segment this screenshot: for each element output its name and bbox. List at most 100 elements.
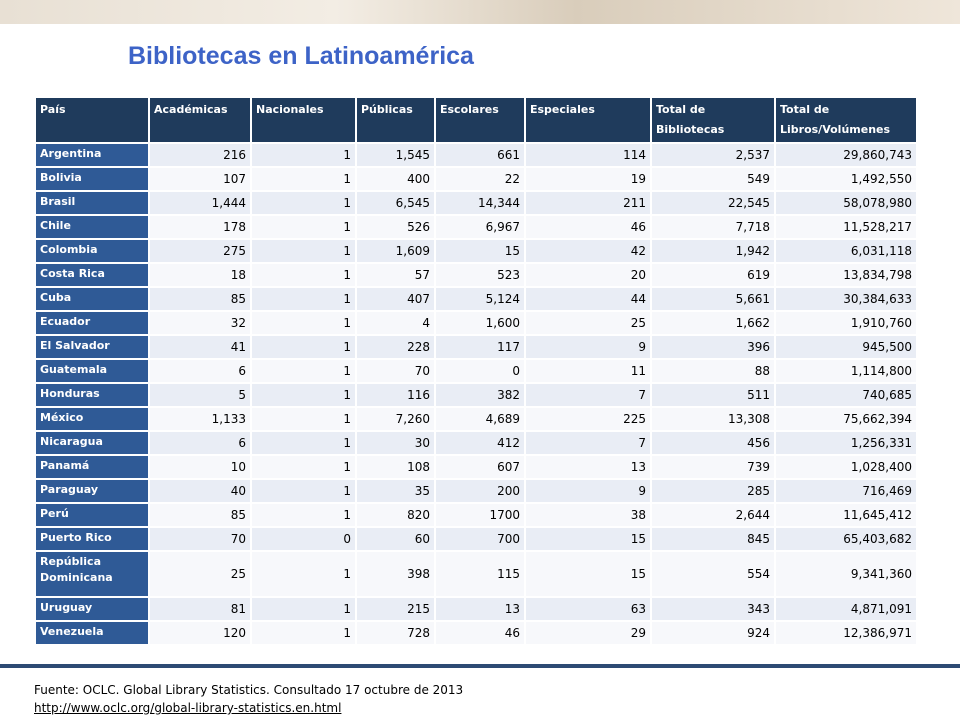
footer: Fuente: OCLC. Global Library Statistics.… — [34, 681, 463, 717]
value-cell: 13 — [436, 598, 524, 620]
table-row: Brasil 1,444 1 6,545 14,344 211 22,545 58,078,9… — [36, 192, 916, 214]
value-cell: 13,834,798 — [776, 264, 916, 286]
value-cell: 228 — [357, 336, 434, 358]
country-cell: Cuba — [36, 288, 148, 310]
country-cell: Puerto Rico — [36, 528, 148, 550]
value-cell: 7 — [526, 432, 650, 454]
value-cell: 7 — [526, 384, 650, 406]
value-cell: 114 — [526, 144, 650, 166]
column-header-pais: País — [36, 98, 148, 142]
value-cell: 13 — [526, 456, 650, 478]
value-cell: 18 — [150, 264, 250, 286]
value-cell: 820 — [357, 504, 434, 526]
country-cell: Perú — [36, 504, 148, 526]
value-cell: 1,256,331 — [776, 432, 916, 454]
value-cell: 1,910,760 — [776, 312, 916, 334]
value-cell: 10 — [150, 456, 250, 478]
value-cell: 85 — [150, 504, 250, 526]
source-citation: Fuente: OCLC. Global Library Statistics.… — [34, 683, 464, 697]
value-cell: 1,133 — [150, 408, 250, 430]
value-cell: 1 — [252, 480, 355, 502]
value-cell: 526 — [357, 216, 434, 238]
page-title: Bibliotecas en Latinoamérica — [128, 42, 474, 70]
country-cell: Venezuela — [36, 622, 148, 644]
country-cell: Panamá — [36, 456, 148, 478]
value-cell: 9 — [526, 480, 650, 502]
value-cell: 15 — [526, 528, 650, 550]
value-cell: 1 — [252, 288, 355, 310]
value-cell: 115 — [436, 552, 524, 596]
table-row: México 1,133 1 7,260 4,689 225 13,308 75,662,39… — [36, 408, 916, 430]
value-cell: 20 — [526, 264, 650, 286]
value-cell: 1 — [252, 336, 355, 358]
value-cell: 60 — [357, 528, 434, 550]
table-row: Costa Rica 18 1 57 523 20 619 13,834,798 — [36, 264, 916, 286]
table-row: Panamá 10 1 108 607 13 739 1,028,400 — [36, 456, 916, 478]
value-cell: 35 — [357, 480, 434, 502]
value-cell: 2,537 — [652, 144, 774, 166]
value-cell: 1700 — [436, 504, 524, 526]
value-cell: 407 — [357, 288, 434, 310]
footer-divider — [0, 664, 960, 668]
value-cell: 523 — [436, 264, 524, 286]
value-cell: 1 — [252, 598, 355, 620]
value-cell: 4 — [357, 312, 434, 334]
value-cell: 1 — [252, 504, 355, 526]
value-cell: 4,689 — [436, 408, 524, 430]
value-cell: 29,860,743 — [776, 144, 916, 166]
value-cell: 619 — [652, 264, 774, 286]
table-row: Guatemala 6 1 70 0 11 88 1,114,800 — [36, 360, 916, 382]
value-cell: 1 — [252, 622, 355, 644]
value-cell: 11 — [526, 360, 650, 382]
value-cell: 32 — [150, 312, 250, 334]
table-row: Perú 85 1 820 1700 38 2,644 11,645,412 — [36, 504, 916, 526]
value-cell: 117 — [436, 336, 524, 358]
value-cell: 9 — [526, 336, 650, 358]
value-cell: 1,609 — [357, 240, 434, 262]
value-cell: 1 — [252, 216, 355, 238]
value-cell: 740,685 — [776, 384, 916, 406]
value-cell: 1,545 — [357, 144, 434, 166]
table-row: Venezuela 120 1 728 46 29 924 12,386,971 — [36, 622, 916, 644]
value-cell: 9,341,360 — [776, 552, 916, 596]
value-cell: 554 — [652, 552, 774, 596]
value-cell: 75,662,394 — [776, 408, 916, 430]
country-cell: Ecuador — [36, 312, 148, 334]
value-cell: 108 — [357, 456, 434, 478]
column-header-publicas: Públicas — [357, 98, 434, 142]
table-row: Ecuador 32 1 4 1,600 25 1,662 1,910,760 — [36, 312, 916, 334]
value-cell: 15 — [436, 240, 524, 262]
value-cell: 116 — [357, 384, 434, 406]
value-cell: 400 — [357, 168, 434, 190]
value-cell: 40 — [150, 480, 250, 502]
value-cell: 58,078,980 — [776, 192, 916, 214]
table-row: Nicaragua 6 1 30 412 7 456 1,256,331 — [36, 432, 916, 454]
value-cell: 22,545 — [652, 192, 774, 214]
value-cell: 412 — [436, 432, 524, 454]
value-cell: 0 — [436, 360, 524, 382]
value-cell: 57 — [357, 264, 434, 286]
value-cell: 200 — [436, 480, 524, 502]
value-cell: 63 — [526, 598, 650, 620]
value-cell: 85 — [150, 288, 250, 310]
value-cell: 211 — [526, 192, 650, 214]
value-cell: 1,114,800 — [776, 360, 916, 382]
source-link[interactable]: http://www.oclc.org/global-library-stati… — [34, 701, 342, 715]
value-cell: 216 — [150, 144, 250, 166]
value-cell: 1,600 — [436, 312, 524, 334]
value-cell: 396 — [652, 336, 774, 358]
value-cell: 511 — [652, 384, 774, 406]
table-row: Puerto Rico 70 0 60 700 15 845 65,403,682 — [36, 528, 916, 550]
value-cell: 607 — [436, 456, 524, 478]
value-cell: 41 — [150, 336, 250, 358]
table-row: Bolivia 107 1 400 22 19 549 1,492,550 — [36, 168, 916, 190]
country-cell: El Salvador — [36, 336, 148, 358]
value-cell: 5 — [150, 384, 250, 406]
value-cell: 7,718 — [652, 216, 774, 238]
value-cell: 1 — [252, 144, 355, 166]
value-cell: 7,260 — [357, 408, 434, 430]
decorative-top-band — [0, 0, 960, 24]
value-cell: 30,384,633 — [776, 288, 916, 310]
country-cell: Guatemala — [36, 360, 148, 382]
table-row: Argentina 216 1 1,545 661 114 2,537 29,860,743 — [36, 144, 916, 166]
